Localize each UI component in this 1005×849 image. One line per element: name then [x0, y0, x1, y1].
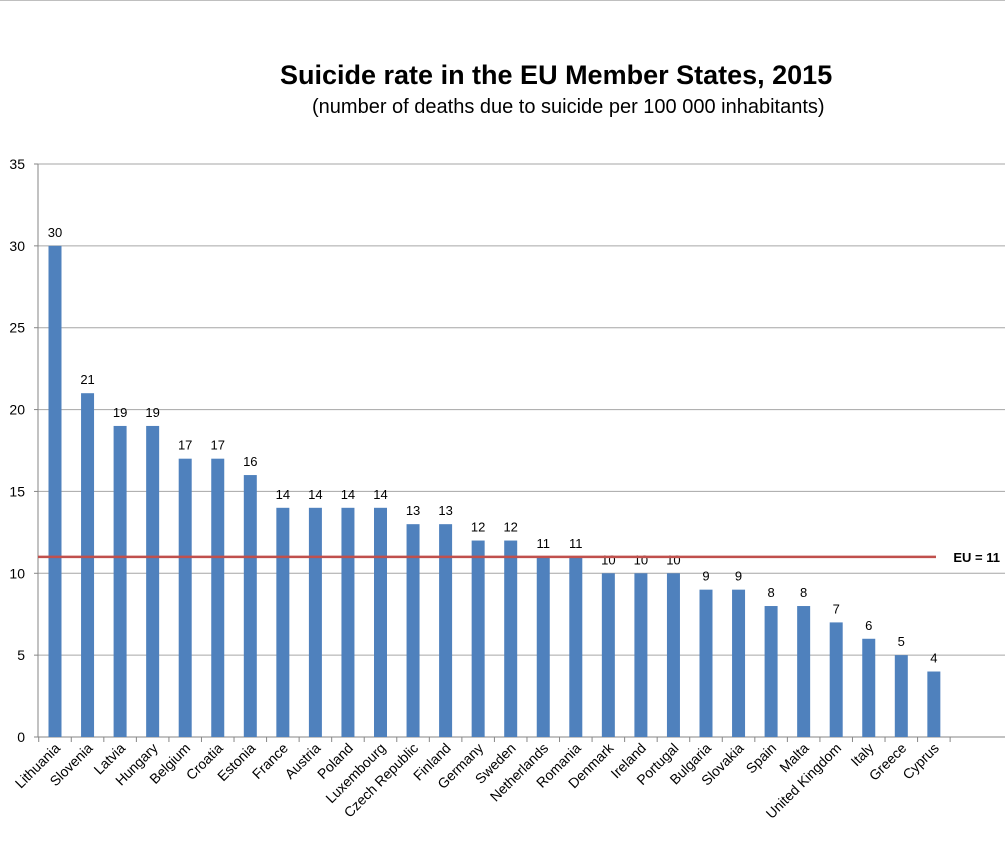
data-label: 30 [48, 225, 62, 240]
category-label: Austria [281, 740, 323, 782]
bar [797, 606, 811, 737]
y-tick-label: 35 [9, 156, 25, 172]
y-tick-label: 0 [17, 729, 25, 745]
data-label: 10 [601, 552, 615, 567]
data-label: 19 [113, 405, 127, 420]
bar [308, 507, 322, 737]
bar [178, 458, 192, 737]
bar [927, 671, 941, 737]
category-label: Spain [743, 740, 780, 777]
bar [211, 458, 225, 737]
data-label: 17 [178, 438, 192, 453]
bar [81, 393, 95, 737]
data-label: 8 [767, 585, 774, 600]
category-label: Greece [866, 740, 910, 784]
bar [113, 425, 127, 737]
y-tick-label: 5 [17, 647, 25, 663]
data-label: 14 [308, 487, 322, 502]
data-label: 8 [800, 585, 807, 600]
data-label: 9 [702, 569, 709, 584]
data-label: 11 [537, 536, 551, 551]
data-label: 5 [898, 634, 905, 649]
bar [406, 524, 420, 737]
data-label: 10 [634, 552, 648, 567]
data-label: 21 [80, 372, 94, 387]
data-label: 19 [145, 405, 159, 420]
data-label: 13 [406, 503, 420, 518]
bar [536, 556, 550, 737]
bar [439, 524, 453, 737]
y-tick-label: 10 [9, 565, 25, 581]
top-border [0, 0, 1005, 1]
data-label: 14 [276, 487, 290, 502]
bar [862, 638, 876, 737]
data-label: 14 [373, 487, 387, 502]
bar [504, 540, 518, 737]
bar [666, 573, 680, 737]
bar [374, 507, 387, 737]
bar [243, 475, 257, 737]
data-label: 7 [833, 601, 840, 616]
chart-title: Suicide rate in the EU Member States, 20… [280, 60, 833, 90]
bar [699, 589, 713, 737]
bar [601, 573, 615, 737]
y-tick-label: 30 [9, 238, 25, 254]
y-tick-label: 20 [9, 402, 25, 418]
data-label: 6 [865, 618, 872, 633]
bar [634, 573, 648, 737]
data-label: 12 [471, 520, 485, 535]
data-label: 16 [243, 454, 257, 469]
category-label: Cyprus [899, 740, 942, 783]
bar [732, 589, 746, 737]
chart-subtitle: (number of deaths due to suicide per 100… [312, 96, 825, 118]
y-tick-label: 15 [9, 483, 25, 499]
bar [894, 655, 908, 737]
bar [341, 507, 355, 737]
bar [829, 622, 843, 737]
eu-average-label: EU = 11 [953, 550, 1000, 565]
data-label: 14 [341, 487, 355, 502]
data-label: 4 [930, 651, 937, 666]
data-label: 17 [211, 438, 225, 453]
data-label: 10 [666, 552, 680, 567]
bar [569, 556, 583, 737]
bar [471, 540, 485, 737]
bar [276, 507, 290, 737]
y-tick-label: 25 [9, 320, 25, 336]
data-label: 12 [503, 520, 517, 535]
bar [146, 425, 160, 737]
category-label: France [249, 740, 291, 782]
data-label: 9 [735, 569, 742, 584]
data-label: 11 [569, 536, 583, 551]
bar [764, 606, 778, 737]
data-label: 13 [438, 503, 452, 518]
bar [48, 245, 62, 737]
